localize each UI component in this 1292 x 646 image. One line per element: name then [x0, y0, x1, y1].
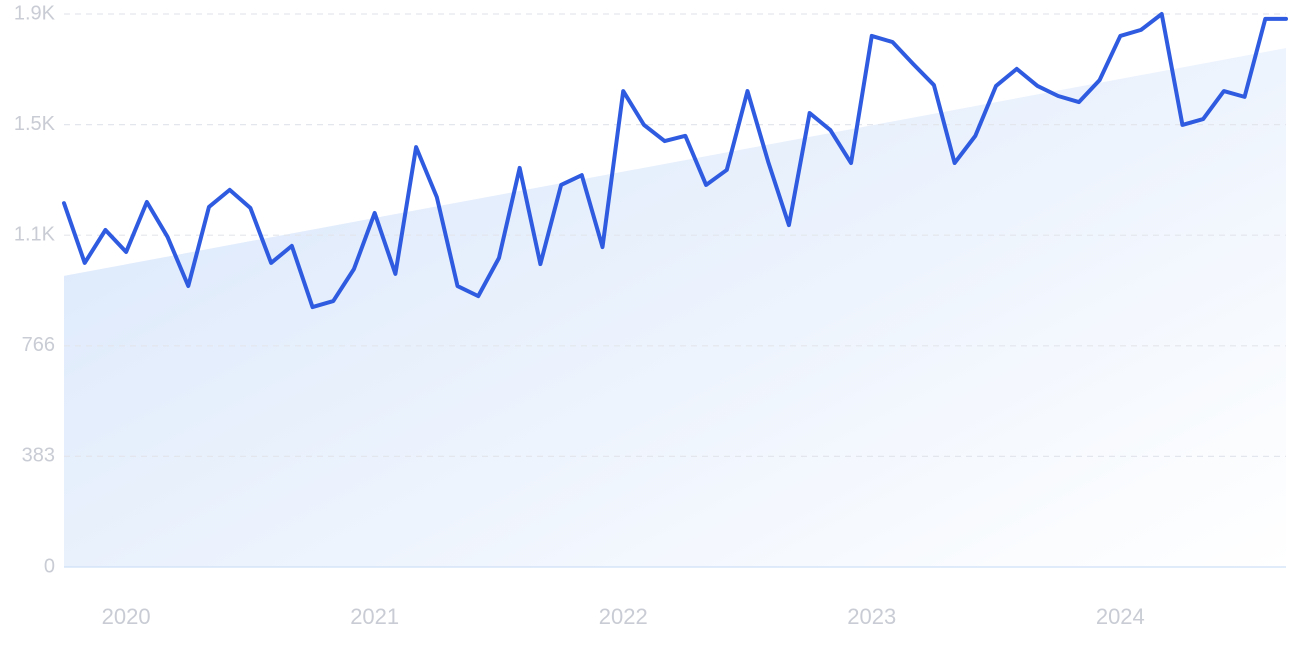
y-tick-label: 1.1K	[14, 223, 56, 245]
x-tick-label: 2023	[847, 604, 896, 629]
x-tick-label: 2021	[350, 604, 399, 629]
y-tick-label: 1.5K	[14, 113, 56, 135]
y-tick-label: 383	[22, 445, 55, 467]
trend-line	[62, 12, 1288, 310]
x-tick-label: 2022	[599, 604, 648, 629]
y-tick-label: 0	[44, 555, 55, 577]
x-tick-label: 2020	[102, 604, 151, 629]
trend-area	[64, 48, 1286, 567]
x-tick-label: 2024	[1096, 604, 1145, 629]
y-tick-label: 1.9K	[14, 2, 56, 24]
y-tick-label: 766	[22, 334, 55, 356]
